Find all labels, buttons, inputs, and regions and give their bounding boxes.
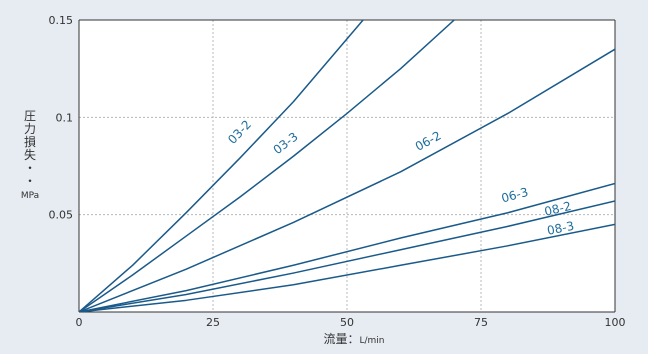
y-tick-label: 0.15 bbox=[49, 14, 74, 27]
x-tick-label: 50 bbox=[340, 316, 354, 329]
series-label-08-2: 08-2 bbox=[543, 199, 573, 219]
series-label-06-3: 06-3 bbox=[500, 185, 530, 206]
y-axis-title-char: 力 bbox=[24, 122, 36, 136]
series-line-03-3 bbox=[79, 20, 455, 312]
series-line-03-2 bbox=[79, 20, 364, 312]
series-layer bbox=[79, 20, 615, 312]
series-label-08-3: 08-3 bbox=[546, 219, 575, 238]
y-axis-title-char: ・ bbox=[24, 174, 36, 188]
axis-layer bbox=[78, 19, 616, 313]
y-tick-label: 0.05 bbox=[49, 209, 74, 222]
y-axis-unit: MPa bbox=[21, 191, 39, 201]
y-axis-title-char: 失 bbox=[24, 147, 36, 162]
x-tick-label: 100 bbox=[605, 316, 626, 329]
series-line-06-2 bbox=[79, 48, 615, 312]
grid-layer bbox=[79, 20, 615, 312]
y-axis-title-char: ・ bbox=[24, 161, 36, 175]
y-tick-label: 0.1 bbox=[56, 111, 74, 124]
series-line-08-3 bbox=[79, 223, 615, 312]
x-tick-label: 25 bbox=[206, 316, 220, 329]
x-axis-title: 流量：L/min bbox=[323, 332, 384, 346]
series-line-08-2 bbox=[79, 200, 615, 312]
y-axis-title-char: 損 bbox=[24, 134, 36, 149]
tick-layer: 0 25 50 75 100 0.05 0.1 0.15 bbox=[49, 14, 626, 329]
series-line-06-3 bbox=[79, 182, 615, 312]
x-tick-label: 0 bbox=[76, 316, 83, 329]
x-tick-label: 75 bbox=[474, 316, 488, 329]
y-axis-title-char: 圧 bbox=[24, 109, 36, 123]
